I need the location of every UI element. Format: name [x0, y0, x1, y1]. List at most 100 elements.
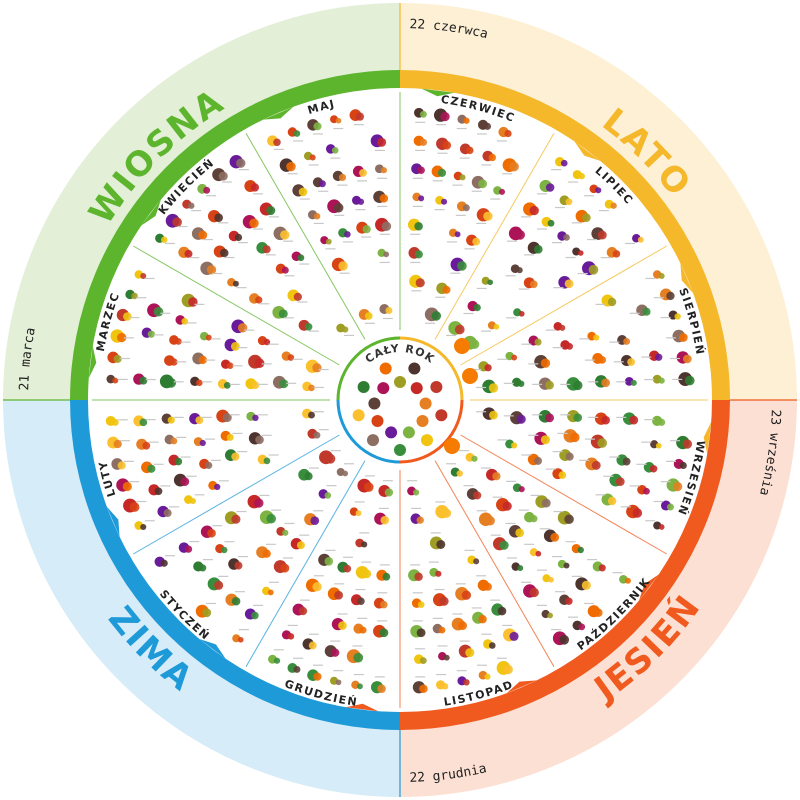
produce-item — [600, 247, 621, 259]
produce-item — [189, 412, 212, 425]
produce-item — [161, 413, 184, 424]
produce-item — [455, 583, 472, 601]
produce-item — [304, 510, 324, 526]
produce-item — [553, 510, 574, 525]
produce-item — [459, 450, 478, 462]
produce-item — [133, 415, 156, 427]
produce-item — [551, 629, 570, 646]
produce-item — [107, 351, 131, 364]
produce-item — [224, 338, 248, 352]
produce-item — [571, 209, 591, 224]
produce-item — [303, 151, 319, 166]
center-produce-item — [410, 382, 423, 395]
produce-item — [355, 532, 370, 548]
produce-item — [584, 602, 603, 618]
produce-item — [111, 458, 134, 470]
produce-item — [560, 377, 583, 391]
produce-item — [257, 454, 279, 465]
produce-item — [273, 226, 294, 242]
produce-item — [539, 528, 560, 543]
produce-item — [587, 227, 607, 241]
produce-item — [666, 329, 688, 343]
pumpkin-icon — [444, 438, 460, 454]
produce-item — [553, 275, 574, 289]
produce-item — [164, 355, 187, 366]
produce-item — [481, 150, 496, 166]
produce-item — [116, 308, 140, 322]
month-divider — [434, 460, 555, 667]
produce-item — [291, 251, 310, 265]
produce-item — [207, 575, 229, 591]
produce-item — [215, 541, 235, 554]
produce-item — [248, 354, 272, 369]
produce-item — [327, 199, 345, 216]
produce-item — [154, 555, 175, 567]
produce-item — [229, 155, 249, 171]
band-tick — [680, 263, 694, 294]
produce-item — [336, 323, 354, 337]
produce-item — [505, 264, 523, 277]
produce-item — [141, 327, 164, 338]
center-produce-item — [419, 397, 432, 410]
center-produce-item — [371, 415, 384, 427]
produce-item — [653, 288, 675, 301]
produce-item — [458, 640, 475, 658]
produce-item — [272, 305, 294, 319]
band-tick — [574, 141, 601, 161]
center-produce-item — [379, 362, 392, 375]
produce-item — [471, 175, 488, 192]
produce-item — [532, 410, 555, 423]
month-divider — [133, 434, 340, 555]
produce-item — [412, 676, 428, 694]
produce-item — [588, 412, 610, 425]
band-tick — [199, 639, 226, 659]
produce-item — [375, 217, 392, 235]
produce-item — [636, 461, 658, 473]
produce-item — [370, 134, 387, 152]
produce-item — [577, 261, 599, 276]
produce-item — [521, 202, 539, 218]
produce-item — [200, 525, 223, 538]
produce-item — [432, 617, 446, 634]
produce-item — [165, 213, 188, 228]
produce-item — [456, 670, 470, 686]
produce-item — [249, 293, 270, 305]
center-produce-item — [367, 434, 380, 447]
produce-item — [524, 543, 542, 557]
produce-item — [175, 315, 197, 325]
produce-item — [537, 569, 554, 583]
month-divider — [245, 460, 366, 667]
produce-item — [455, 201, 470, 216]
produce-item — [502, 624, 519, 642]
month-divider — [245, 133, 366, 340]
produce-item — [231, 319, 255, 334]
produce-item — [267, 135, 284, 150]
produce-item — [374, 507, 390, 525]
band-tick — [141, 199, 161, 226]
produce-item — [281, 351, 303, 361]
produce-item — [136, 438, 159, 450]
produce-item — [193, 437, 216, 447]
produce-item — [411, 592, 425, 608]
produce-item — [107, 436, 131, 449]
produce-item — [588, 375, 610, 388]
produce-item — [560, 409, 583, 423]
produce-item — [244, 604, 264, 620]
produce-item — [329, 670, 344, 686]
produce-item — [281, 624, 298, 640]
produce-item — [312, 177, 329, 192]
produce-item — [518, 509, 538, 523]
produce-item — [159, 374, 184, 389]
produce-item — [302, 408, 324, 419]
produce-item — [521, 335, 542, 346]
produce-item — [259, 202, 279, 218]
produce-item — [477, 119, 492, 135]
produce-item — [123, 498, 147, 513]
produce-item — [497, 439, 518, 449]
produce-item — [584, 184, 602, 197]
produce-item — [173, 473, 197, 487]
produce-item — [410, 620, 426, 638]
produce-item — [133, 373, 156, 385]
produce-item — [424, 307, 442, 324]
produce-item — [164, 434, 187, 445]
